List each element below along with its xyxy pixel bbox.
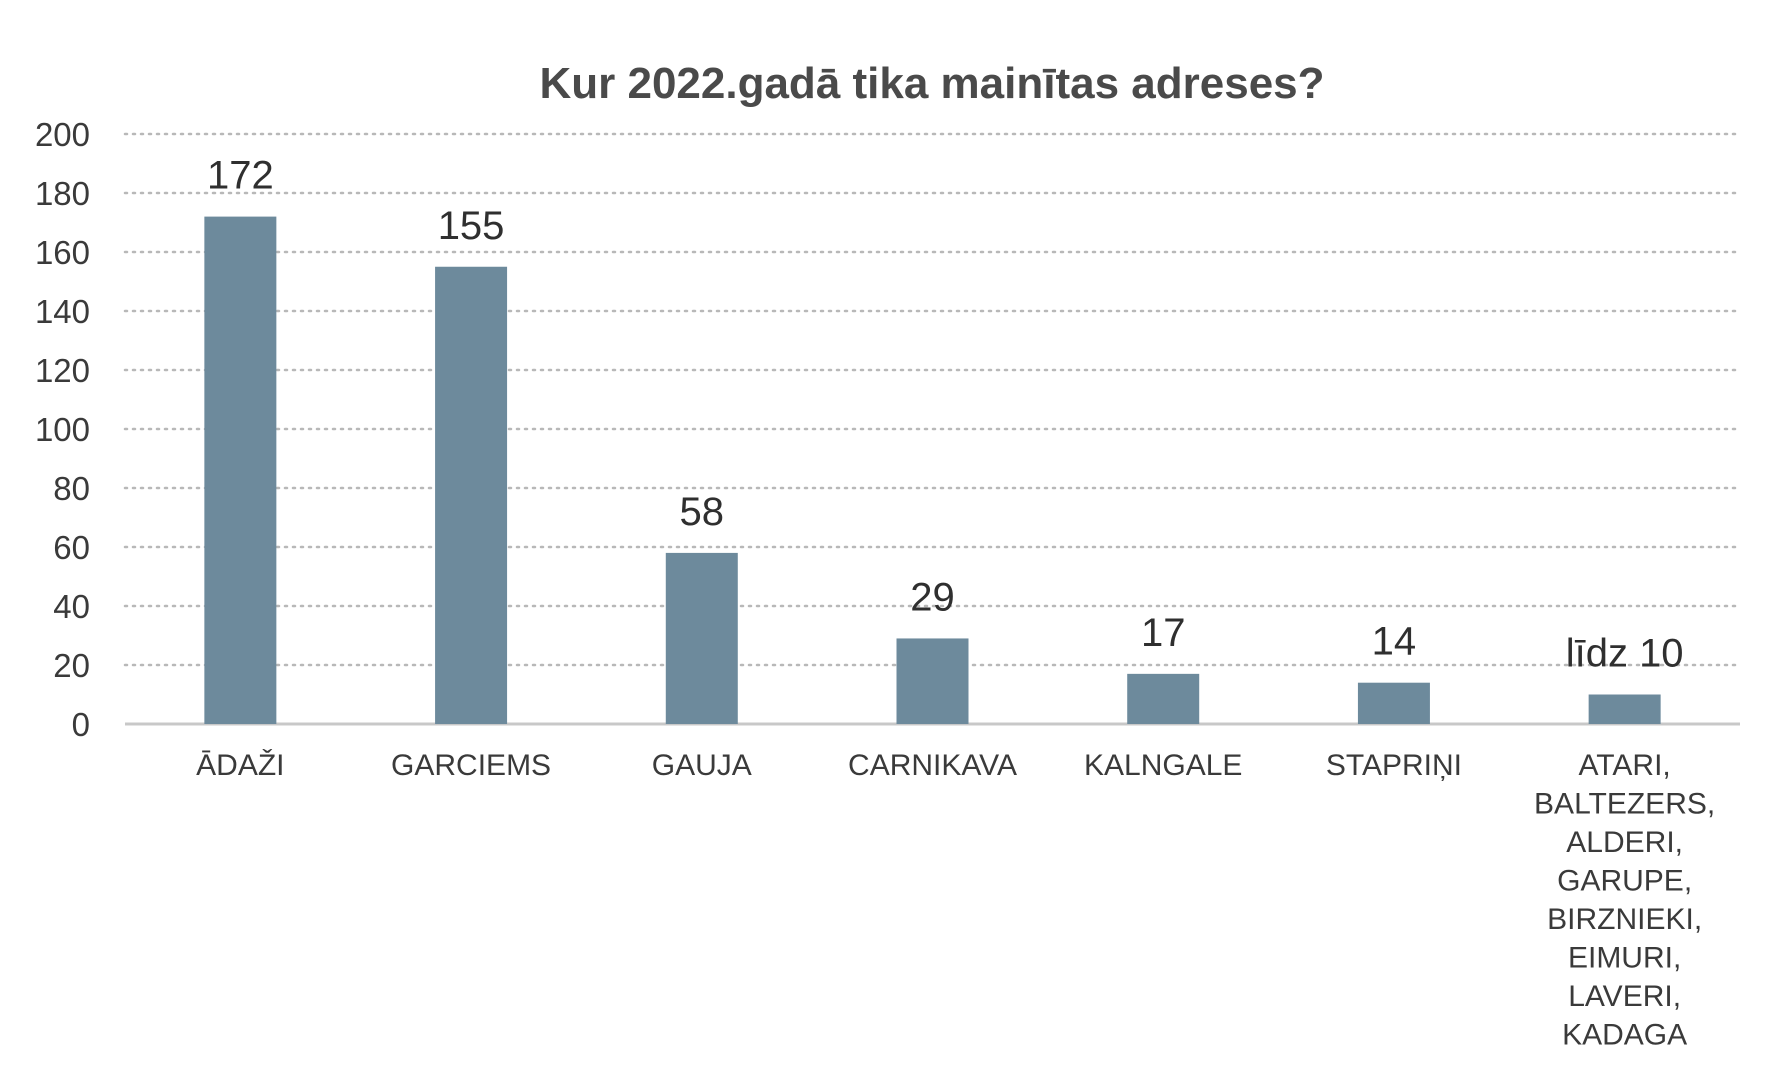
data-label: 14 [1372, 620, 1417, 664]
x-tick-label: KALNGALE [1084, 749, 1242, 782]
y-tick-label: 140 [35, 293, 90, 330]
chart-title: Kur 2022.gadā tika mainītas adreses? [539, 59, 1324, 108]
y-tick-label: 120 [35, 352, 90, 389]
y-tick-label: 100 [35, 411, 90, 448]
data-label: 17 [1141, 611, 1186, 655]
bar [896, 638, 969, 724]
bar [1588, 694, 1661, 724]
x-tick-label: CARNIKAVA [848, 749, 1017, 782]
data-label: 172 [207, 154, 274, 198]
x-tick-label: ATARI, [1579, 749, 1671, 782]
x-tick-label: STAPRIŅI [1326, 749, 1462, 782]
y-tick-label: 40 [53, 588, 90, 625]
x-tick-label: ĀDAŽI [196, 749, 284, 782]
x-tick-label: BALTEZERS, [1534, 788, 1715, 821]
y-tick-label: 180 [35, 175, 90, 212]
x-tick-label: GARUPE, [1557, 865, 1692, 898]
bar [1127, 673, 1200, 724]
y-tick-label: 200 [35, 116, 90, 153]
y-tick-label: 0 [72, 706, 90, 743]
x-tick-label: KADAGA [1562, 1019, 1687, 1052]
x-tick-label: GAUJA [652, 749, 752, 782]
y-tick-label: 160 [35, 234, 90, 271]
y-tick-label: 80 [53, 470, 90, 507]
grid-layer [123, 132, 1742, 726]
x-tick-label: ALDERI, [1566, 826, 1683, 859]
x-tick-label: GARCIEMS [391, 749, 551, 782]
y-tick-label: 20 [53, 647, 90, 684]
bar [204, 216, 277, 724]
bar [665, 552, 738, 724]
bar [435, 266, 508, 724]
data-label: 155 [438, 204, 505, 248]
y-axis: 0 20 40 60 80 100 120 140 160 180 200 [35, 116, 90, 743]
bars [204, 216, 1661, 724]
y-tick-label: 60 [53, 529, 90, 566]
x-tick-label: EIMURI, [1568, 942, 1681, 975]
data-labels: 172 155 58 29 17 14 līdz 10 [207, 154, 1684, 676]
data-label: līdz 10 [1566, 632, 1684, 676]
x-axis: ĀDAŽI GARCIEMS GAUJA CARNIKAVA KALNGALE STAPR… [196, 749, 1715, 1052]
data-label: 58 [680, 490, 725, 534]
x-tick-label: LAVERI, [1568, 980, 1681, 1013]
data-label: 29 [910, 575, 955, 619]
bar [1357, 682, 1430, 724]
x-tick-label: BIRZNIEKI, [1547, 903, 1702, 936]
